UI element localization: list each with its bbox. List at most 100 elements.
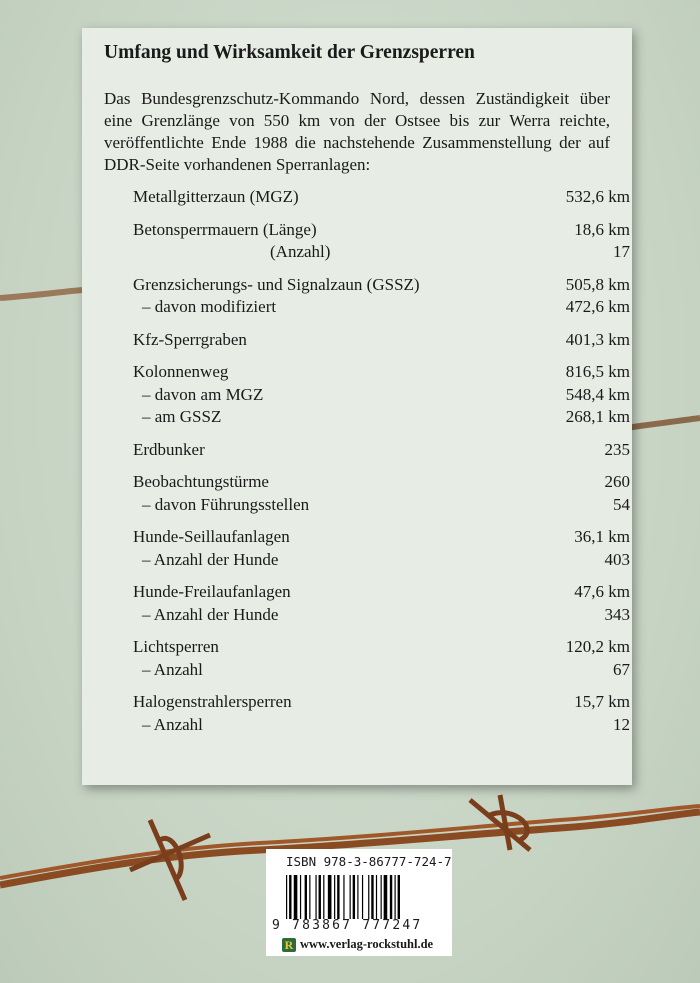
panel-title: Umfang und Wirksamkeit der Grenzsperren (104, 42, 475, 63)
item-label: Grenzsicherungs- und Signalzaun (GSSZ) (133, 274, 420, 294)
barcode-bar (315, 875, 317, 919)
barcode-bar (380, 875, 382, 919)
list-item: Lichtsperren 120,2 km (133, 636, 630, 659)
item-label: Beobachtungstürme (133, 472, 269, 491)
item-value: 816,5 km (565, 362, 630, 381)
item-label: Betonsperrmauern (Länge) (133, 219, 317, 239)
list-item: Hunde-Seillaufanlagen 36,1 km (133, 526, 630, 549)
barrier-list: Metallgitterzaun (MGZ) 532,6 km Betonsperr… (133, 186, 630, 736)
item-value: 403 (604, 549, 631, 569)
barcode-bar (304, 875, 307, 919)
barcode-bar (334, 875, 336, 919)
barcode-bar (337, 875, 340, 919)
list-group: Lichtsperren 120,2 km – Anzahl 67 (133, 636, 630, 681)
item-label: Kolonnenweg (133, 362, 229, 381)
item-value: 15,7 km (574, 692, 630, 711)
list-item: – davon am MGZ 548,4 km (133, 384, 630, 407)
item-label: – davon am MGZ (142, 384, 264, 404)
item-label: Halogenstrahlersperren (133, 692, 292, 711)
list-group: Metallgitterzaun (MGZ) 532,6 km (133, 186, 630, 209)
list-group: Hunde-Seillaufanlagen 36,1 km – Anzahl der… (133, 526, 630, 571)
item-value: 260 (604, 472, 631, 491)
barcode-bar (371, 875, 374, 919)
item-value: 67 (613, 659, 630, 679)
item-label: (Anzahl) (270, 242, 331, 261)
barcode-bar (309, 875, 311, 919)
barcode-bar (286, 875, 288, 919)
barcode-bar (375, 875, 378, 919)
item-value: 235 (604, 439, 631, 459)
list-item: – Anzahl der Hunde 343 (133, 604, 630, 627)
barcode-bar (352, 875, 356, 919)
list-item: Beobachtungstürme 260 (133, 471, 630, 494)
isbn-text: ISBN 978-3-86777-724-7 (286, 854, 452, 869)
barcode-bar (357, 875, 359, 919)
item-value: 472,6 km (565, 297, 630, 316)
item-value: 17 (613, 242, 630, 261)
item-label: Metallgitterzaun (MGZ) (133, 187, 299, 206)
publisher-logo-icon: R (282, 937, 296, 952)
item-label: – Anzahl der Hunde (142, 549, 279, 569)
publisher-url: R www.verlag-rockstuhl.de (282, 937, 433, 952)
item-value: 548,4 km (565, 384, 630, 404)
list-group: Beobachtungstürme 260 – davon Führungsstel… (133, 471, 630, 516)
barcode-box: ISBN 978-3-86777-724-7 9 783867 777247 R… (266, 849, 452, 956)
list-item: – davon Führungsstellen 54 (133, 494, 630, 517)
barcode-bar (361, 875, 364, 919)
item-label: – am GSSZ (142, 407, 222, 426)
item-value: 36,1 km (574, 527, 630, 546)
item-value: 532,6 km (565, 187, 630, 206)
item-label: – davon Führungsstellen (142, 494, 310, 514)
item-value: 401,3 km (565, 329, 630, 349)
publisher-url-text: www.verlag-rockstuhl.de (300, 937, 434, 951)
intro-paragraph: Das Bundesgrenzschutz-Kommando Nord, des… (104, 89, 610, 174)
item-label: Hunde-Seillaufanlagen (133, 527, 290, 546)
barcode-bar (327, 875, 332, 919)
barcode-bar (368, 875, 370, 919)
barcode-bar (349, 875, 351, 919)
item-label: Erdbunker (133, 439, 205, 459)
list-group: Betonsperrmauern (Länge) 18,6 km (Anzahl) 1… (133, 219, 630, 264)
list-item: Halogenstrahlersperren 15,7 km (133, 691, 630, 714)
item-value: 505,8 km (565, 274, 630, 294)
list-group: Erdbunker 235 (133, 439, 630, 462)
list-group: Kolonnenweg 816,5 km – davon am MGZ 548,4 k… (133, 361, 630, 429)
list-item: Metallgitterzaun (MGZ) 532,6 km (133, 186, 630, 209)
item-label: – Anzahl (142, 659, 203, 679)
barcode-bar (389, 875, 393, 919)
item-label: – davon modifiziert (142, 297, 277, 316)
item-value: 12 (613, 714, 630, 734)
item-value: 120,2 km (565, 637, 630, 656)
barcode-bar (299, 875, 302, 919)
item-label: Kfz-Sperrgraben (133, 329, 247, 349)
list-item: Betonsperrmauern (Länge) 18,6 km (133, 219, 630, 242)
barcode-bar (293, 875, 298, 919)
list-item: Hunde-Freilaufanlagen 47,6 km (133, 581, 630, 604)
item-value: 18,6 km (574, 219, 630, 239)
item-label: – Anzahl (142, 714, 203, 734)
list-item: Grenzsicherungs- und Signalzaun (GSSZ) 50… (133, 274, 630, 297)
list-item: Kfz-Sperrgraben 401,3 km (133, 329, 630, 352)
list-group: Hunde-Freilaufanlagen 47,6 km – Anzahl der… (133, 581, 630, 626)
barcode-bar (323, 875, 325, 919)
barcode-bars (286, 875, 400, 919)
barcode-digits: 9 783867 777247 (272, 918, 423, 933)
list-item: – am GSSZ 268,1 km (133, 406, 630, 429)
list-item: – Anzahl 67 (133, 659, 630, 682)
item-label: Lichtsperren (133, 637, 219, 656)
item-value: 268,1 km (565, 407, 630, 426)
barcode-bar (318, 875, 321, 919)
item-value: 47,6 km (574, 582, 630, 601)
item-value: 54 (613, 494, 630, 514)
list-item: – davon modifiziert 472,6 km (133, 296, 630, 319)
item-label: – Anzahl der Hunde (142, 604, 279, 624)
barcode-bar (343, 875, 345, 919)
list-item: – Anzahl 12 (133, 714, 630, 737)
barcode-bar (397, 875, 400, 919)
info-panel: Umfang und Wirksamkeit der Grenzsperren … (82, 28, 632, 785)
item-value: 343 (604, 604, 631, 624)
barcode-bar (383, 875, 388, 919)
list-item: – Anzahl der Hunde 403 (133, 549, 630, 572)
barcode-bar (289, 875, 292, 919)
list-group: Kfz-Sperrgraben 401,3 km (133, 329, 630, 352)
